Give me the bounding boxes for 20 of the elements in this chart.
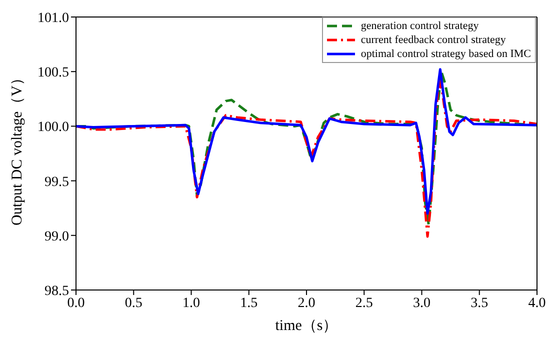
y-tick-label: 98.5: [44, 284, 69, 299]
legend-label: optimal control strategy based on IMC: [360, 48, 531, 60]
y-axis-title: Output DC voltage（V）: [9, 70, 26, 226]
y-tick-label: 100.0: [38, 120, 69, 136]
y-tick-label: 100.5: [38, 66, 69, 81]
y-tick-label: 99.0: [44, 229, 69, 244]
y-tick-label: 101.0: [38, 10, 69, 26]
x-tick-label: 0.0: [67, 296, 85, 311]
x-tick-label: 1.5: [240, 296, 258, 311]
y-tick-label: 99.5: [44, 174, 69, 190]
x-tick-label: 2.5: [355, 296, 373, 311]
x-tick-label: 0.5: [124, 296, 142, 311]
x-tick-label: 3.5: [470, 296, 488, 311]
x-tick-label: 1.0: [182, 296, 200, 311]
legend-label: current feedback control strategy: [360, 34, 506, 46]
x-tick-label: 2.0: [298, 296, 316, 311]
x-tick-label: 3.0: [413, 296, 430, 311]
x-tick-label: 4.0: [528, 296, 546, 311]
legend-label: generation control strategy: [360, 20, 479, 32]
x-axis-title: time（s）: [275, 318, 338, 334]
